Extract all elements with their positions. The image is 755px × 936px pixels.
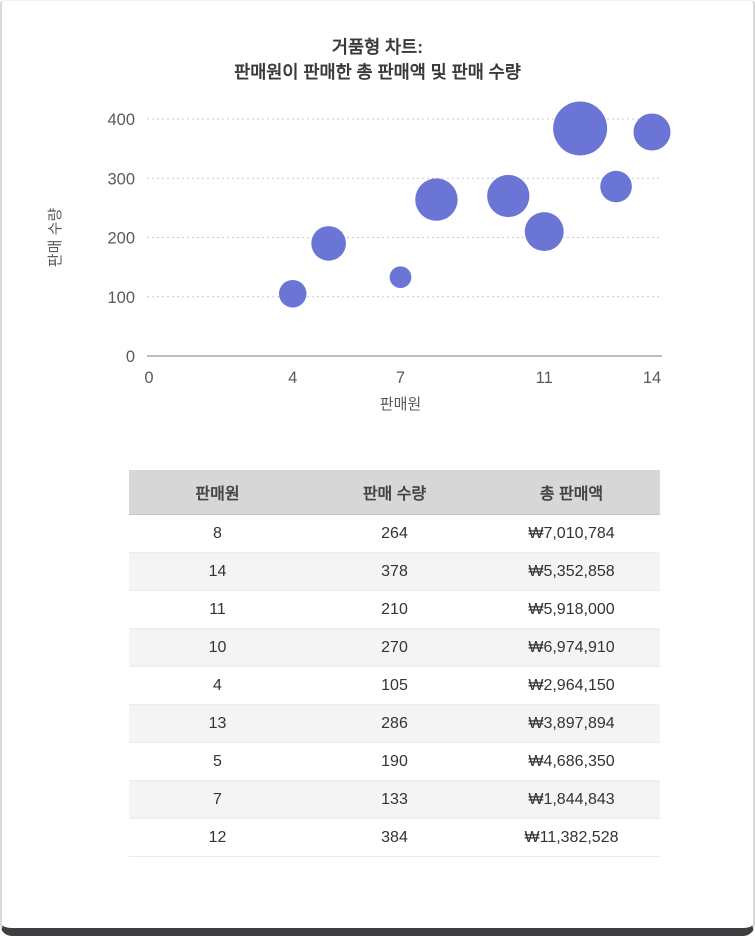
table-cell: 12	[129, 818, 306, 857]
table-cell: 14	[129, 552, 306, 591]
y-axis-title: 판매 수량	[47, 208, 64, 268]
x-tick-label: 11	[536, 369, 553, 387]
table-cell: 7	[129, 780, 306, 819]
chart-bubble	[600, 170, 632, 203]
table-header-row: 판매원 판매 수량 총 판매액	[129, 470, 660, 515]
table-cell: 133	[306, 780, 483, 819]
table-cell: 384	[306, 818, 483, 857]
table-cell: 210	[306, 590, 483, 629]
chart-bubble	[633, 113, 671, 151]
chart-bubble	[487, 174, 530, 218]
table-row: 14 378 ₩5,352,858	[129, 552, 660, 591]
y-tick-label: 0	[126, 348, 135, 366]
table-cell: 13	[129, 704, 306, 743]
table-cell: 4	[129, 666, 306, 705]
table-cell: ₩3,897,894	[483, 704, 660, 743]
table-cell: 11	[129, 590, 306, 629]
table-cell: 10	[129, 628, 306, 667]
chart-title-line1: 거품형 차트:	[331, 37, 424, 57]
table-cell: ₩1,844,843	[483, 780, 660, 819]
x-axis-title: 판매원	[380, 396, 421, 413]
table-header-total-sales: 총 판매액	[483, 470, 660, 515]
chart-title: 거품형 차트: 판매원이 판매한 총 판매액 및 판매 수량	[2, 35, 753, 85]
x-tick-label: 14	[643, 369, 661, 387]
table-cell: 5	[129, 742, 306, 781]
table-row: 5 190 ₩4,686,350	[129, 742, 660, 781]
chart-bubble	[311, 226, 346, 261]
chart-bubble	[278, 280, 307, 308]
table-cell: 190	[306, 742, 483, 781]
table-cell: ₩5,918,000	[483, 590, 660, 629]
table-row: 4 105 ₩2,964,150	[129, 666, 660, 705]
table-cell: 378	[306, 552, 483, 591]
table-cell: ₩4,686,350	[483, 742, 660, 781]
table-cell: ₩11,382,528	[483, 818, 660, 857]
bubble-chart: 0 100 200 300 400 0 4 7 11 14 판매원 판매 수량	[47, 101, 671, 413]
y-tick-label: 200	[107, 230, 135, 248]
table-cell: 8	[129, 514, 306, 553]
chart-bubble	[524, 212, 564, 252]
x-tick-label: 7	[396, 369, 405, 387]
table-row: 7 133 ₩1,844,843	[129, 780, 660, 819]
y-tick-label: 300	[107, 170, 135, 188]
table-cell: 264	[306, 514, 483, 553]
chart-bubble	[415, 178, 458, 221]
y-tick-label: 100	[107, 289, 135, 307]
table-cell: 105	[306, 666, 483, 705]
table-row: 12 384 ₩11,382,528	[129, 818, 660, 857]
x-tick-label: 0	[144, 369, 153, 387]
table-cell: ₩6,974,910	[483, 628, 660, 667]
table-header-quantity: 판매 수량	[306, 470, 483, 515]
chart-bubble	[553, 101, 608, 156]
table-cell: 270	[306, 628, 483, 667]
sales-data-table: 판매원 판매 수량 총 판매액 8 264 ₩7,010,784 14 378 ₩5,35…	[129, 470, 660, 857]
table-row: 10 270 ₩6,974,910	[129, 628, 660, 667]
table-row: 13 286 ₩3,897,894	[129, 704, 660, 743]
table-cell: ₩7,010,784	[483, 514, 660, 553]
chart-title-line2: 판매원이 판매한 총 판매액 및 판매 수량	[234, 62, 521, 82]
table-header-salesperson: 판매원	[129, 470, 306, 515]
table-cell: 286	[306, 704, 483, 743]
table-cell: ₩2,964,150	[483, 666, 660, 705]
table-cell: ₩5,352,858	[483, 552, 660, 591]
x-tick-label: 4	[288, 369, 297, 387]
table-row: 11 210 ₩5,918,000	[129, 590, 660, 629]
y-tick-label: 400	[107, 111, 135, 129]
table-body: 8 264 ₩7,010,784 14 378 ₩5,352,858 11 210 ₩5,918…	[129, 514, 660, 857]
table-row: 8 264 ₩7,010,784	[129, 514, 660, 553]
chart-bubble	[389, 266, 412, 289]
